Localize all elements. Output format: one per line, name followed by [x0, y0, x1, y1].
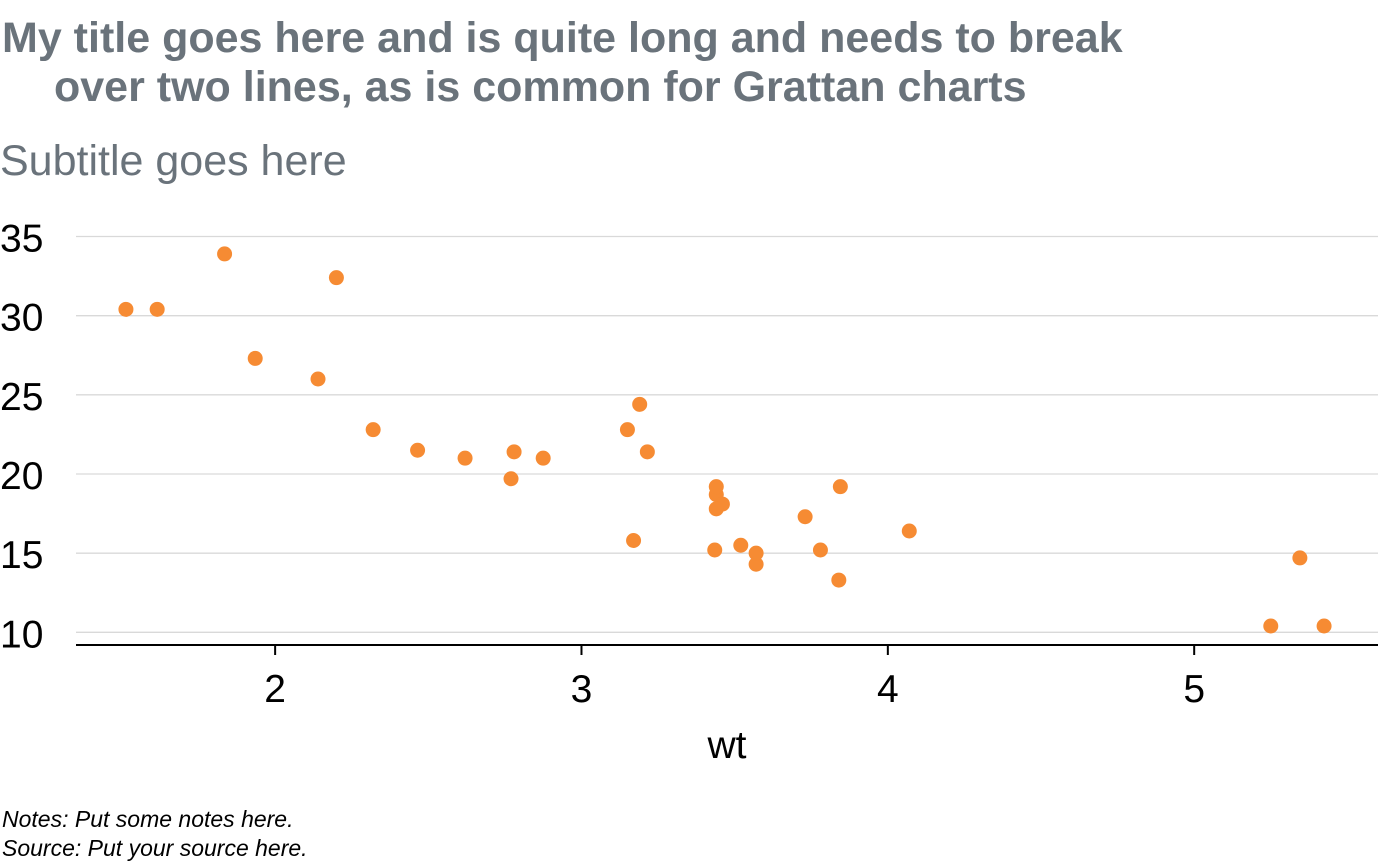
chart-title-line-1: My title goes here and is quite long and… [2, 14, 1123, 62]
data-point [149, 301, 165, 317]
x-axis-title: wt [707, 724, 747, 767]
data-point [831, 572, 847, 588]
y-tick-label: 20 [0, 455, 43, 498]
y-tick-label: 10 [0, 613, 43, 656]
data-point [797, 509, 813, 525]
data-point [1316, 618, 1332, 634]
data-point [708, 501, 724, 517]
data-point [619, 422, 635, 438]
y-tick-label: 15 [0, 534, 43, 577]
data-point [506, 444, 522, 460]
chart-title: My title goes here and is quite long and… [2, 14, 1382, 112]
x-tick-label: 3 [571, 668, 593, 711]
data-point [901, 523, 917, 539]
data-point [733, 537, 749, 553]
data-points [118, 246, 1332, 634]
y-tick-label: 25 [0, 376, 43, 419]
chart-subtitle: Subtitle goes here [0, 137, 347, 185]
data-point [748, 556, 764, 572]
data-point [812, 542, 828, 558]
data-point [632, 396, 648, 412]
y-tick-label: 30 [0, 297, 43, 340]
data-point [328, 270, 344, 286]
y-tick-label: 35 [0, 218, 43, 261]
data-point [457, 450, 473, 466]
data-point [310, 371, 326, 387]
data-point [626, 533, 642, 548]
x-tick-label: 2 [264, 668, 286, 711]
scatter-chart: 10 15 20 25 30 35 2 3 4 5 wt [0, 218, 1378, 767]
chart-title-line-2: over two lines, as is common for Grattan… [54, 63, 1027, 111]
data-point [365, 422, 381, 438]
data-point [708, 479, 724, 495]
data-point [217, 246, 233, 262]
data-point [503, 471, 519, 487]
x-tick-label: 5 [1183, 668, 1205, 711]
data-point [535, 450, 551, 466]
data-point [748, 545, 764, 561]
chart-source: Source: Put your source here. [2, 835, 308, 861]
chart-notes: Notes: Put some notes here. [2, 806, 294, 832]
data-point [247, 350, 263, 366]
data-point [707, 542, 723, 558]
data-point [639, 444, 655, 460]
data-point [1263, 618, 1279, 634]
data-point [118, 301, 134, 317]
data-point [410, 442, 426, 458]
x-tick-label: 4 [877, 668, 899, 711]
data-point [832, 479, 848, 495]
data-point [1292, 550, 1308, 566]
y-axis-tick-labels: 10 15 20 25 30 35 [0, 218, 43, 657]
gridlines [76, 235, 1378, 633]
x-axis-ticks [274, 645, 1196, 655]
x-axis-tick-labels: 2 3 4 5 [264, 668, 1205, 711]
